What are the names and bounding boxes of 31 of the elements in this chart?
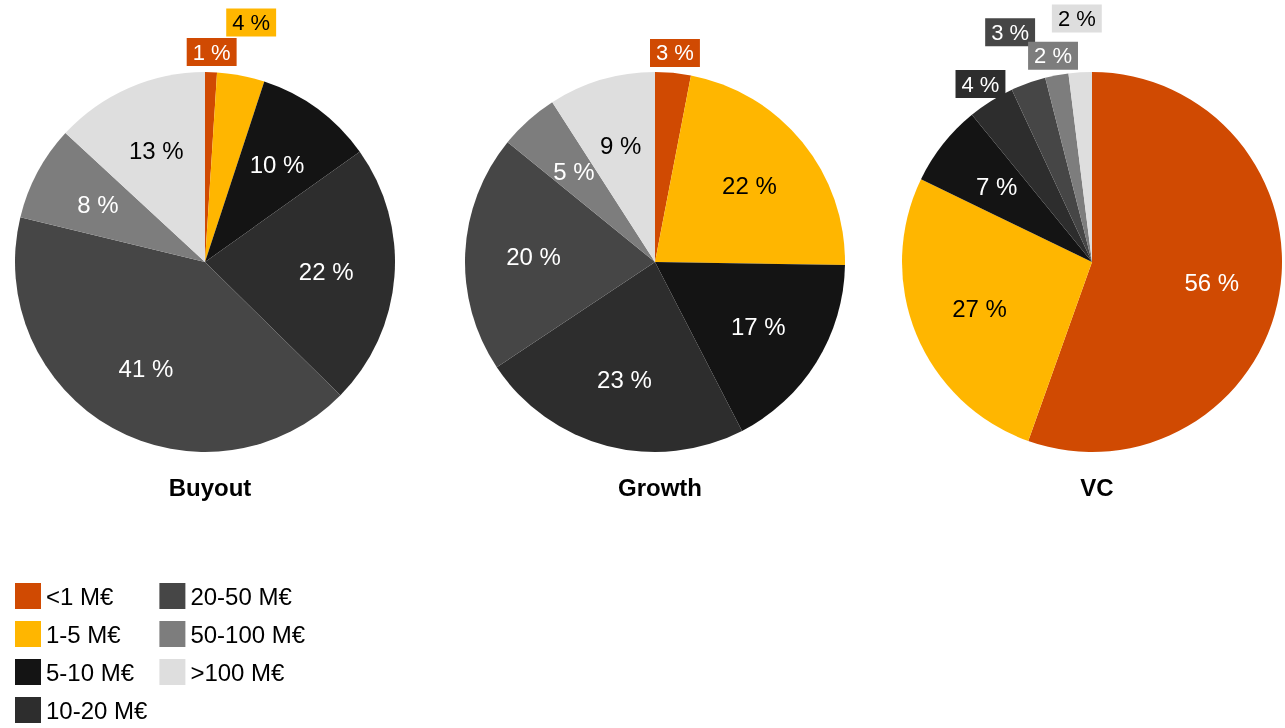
legend-label: 50-100 M€: [190, 620, 306, 648]
data-label: 56 %: [1184, 269, 1240, 297]
data-label: 20 %: [506, 242, 561, 270]
data-label: 5 %: [553, 157, 595, 185]
data-label: 22 %: [298, 258, 354, 286]
data-label: 13 %: [128, 137, 184, 165]
data-label: 3 %: [656, 40, 694, 66]
data-label: 23 %: [597, 366, 652, 394]
text: Buyout: [168, 473, 252, 501]
legend-label: 10-20 M€: [46, 696, 149, 724]
data-label: 17 %: [730, 312, 786, 340]
data-label: 3 %: [991, 19, 1030, 45]
legend-label: 20-50 M€: [190, 582, 293, 610]
text: Growth: [618, 473, 702, 501]
data-label: 41 %: [118, 354, 174, 382]
data-label: 2 %: [1034, 43, 1072, 69]
data-label: 22 %: [722, 171, 777, 199]
data-label: 8 %: [77, 191, 119, 219]
data-label: 1 %: [192, 39, 231, 65]
data-label: 7 %: [975, 173, 1018, 201]
data-label: 4 %: [961, 71, 1000, 97]
data-label: 9 %: [600, 131, 642, 159]
data-label: 2 %: [1057, 5, 1096, 31]
legend-label: 1-5 M€: [46, 620, 122, 648]
data-label: 10 %: [249, 150, 305, 178]
legend-label: 5-10 M€: [46, 658, 135, 686]
legend-label: >100 M€: [190, 658, 286, 686]
data-label: 27 %: [952, 294, 1007, 322]
data-label: 4 %: [232, 9, 271, 35]
text: VC: [1080, 473, 1114, 501]
legend-label: <1 M€: [46, 582, 115, 610]
